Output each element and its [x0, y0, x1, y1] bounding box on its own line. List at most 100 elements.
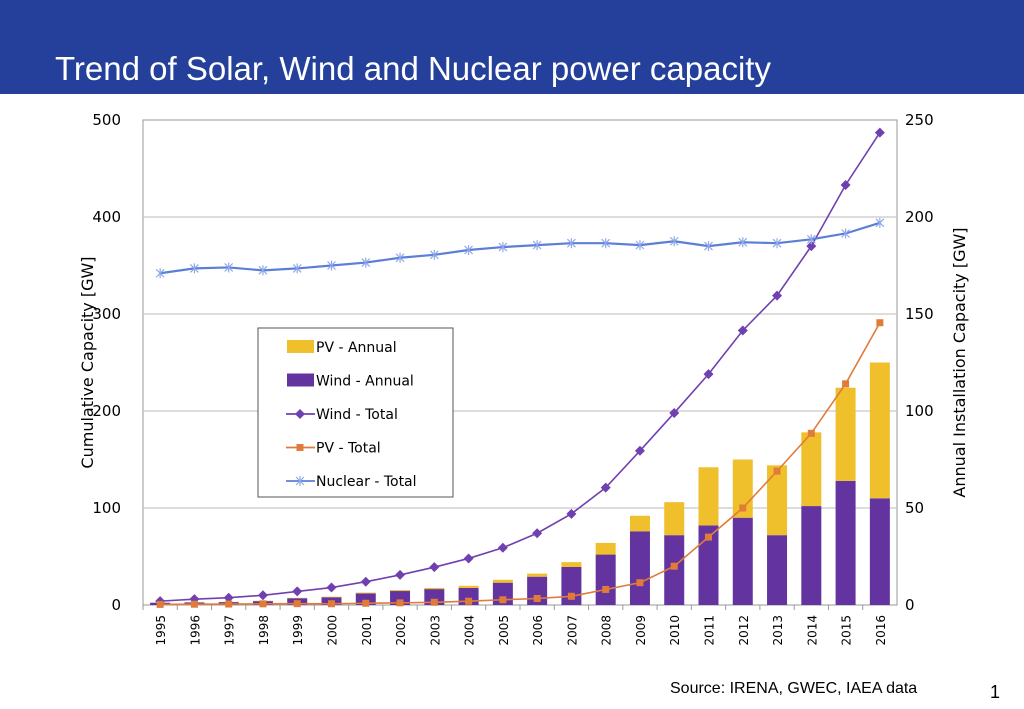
source-note: Source: IRENA, GWEC, IAEA data	[670, 680, 918, 697]
legend-marker-nuclear-total	[295, 476, 305, 486]
y-left-tick-label: 0	[111, 596, 121, 614]
point-pv-total	[499, 596, 507, 604]
y-left-tick-label: 300	[92, 305, 121, 323]
point-wind-total	[429, 562, 440, 573]
point-wind-total	[566, 508, 577, 519]
point-nuclear-total	[429, 249, 439, 260]
bar-wind-annual	[629, 531, 650, 605]
bar-pv-annual	[390, 590, 411, 592]
point-wind-total	[497, 542, 508, 553]
point-pv-total	[533, 595, 541, 603]
point-nuclear-total	[155, 268, 165, 279]
point-pv-total	[705, 533, 712, 541]
bar-pv-annual	[424, 587, 445, 590]
point-pv-total	[567, 592, 575, 600]
bar-pv-annual	[527, 573, 548, 577]
point-pv-total	[293, 600, 301, 608]
x-tick-label: 2005	[497, 615, 511, 646]
y-right-axis-label: Annual Installation Capacity [GW]	[950, 227, 969, 497]
point-pv-total	[259, 600, 267, 608]
y-right-tick-label: 250	[905, 111, 934, 129]
point-wind-total	[806, 241, 817, 252]
line-pv-total	[160, 322, 881, 606]
point-nuclear-total	[258, 265, 268, 276]
point-pv-total	[773, 467, 781, 475]
point-wind-total	[395, 569, 406, 580]
point-nuclear-total	[601, 238, 611, 249]
slide-title: Trend of Solar, Wind and Nuclear power c…	[55, 50, 771, 87]
legend-label-wind-annual: Wind - Annual	[316, 374, 414, 390]
point-wind-total	[669, 407, 680, 418]
x-tick-label: 2004	[463, 615, 477, 646]
bar-pv-annual	[458, 585, 479, 588]
point-nuclear-total	[189, 263, 199, 274]
x-tick-label: 1997	[223, 615, 237, 646]
x-tick-label: 2016	[874, 615, 888, 646]
line-wind-total	[160, 132, 881, 602]
y-left-axis-label: Cumulative Capacity [GW]	[78, 256, 97, 468]
point-wind-total	[772, 290, 783, 301]
bar-pv-annual	[492, 579, 513, 583]
point-nuclear-total	[841, 228, 851, 239]
bar-pv-annual	[835, 387, 856, 481]
point-wind-total	[840, 179, 851, 190]
point-nuclear-total	[327, 260, 336, 271]
point-pv-total	[602, 585, 610, 593]
x-tick-label: 2009	[634, 615, 648, 646]
y-right-tick-label: 50	[905, 499, 924, 517]
point-pv-total	[362, 599, 370, 607]
bar-wind-annual	[869, 498, 890, 605]
x-tick-label: 2014	[805, 615, 819, 646]
y-right-tick-label: 150	[905, 305, 934, 323]
bar-wind-annual	[835, 480, 856, 605]
y-left-tick-label: 400	[92, 208, 121, 226]
bar-pv-annual	[321, 596, 342, 598]
bar-pv-annual	[767, 465, 788, 536]
point-wind-total	[257, 590, 268, 601]
x-tick-label: 2006	[531, 615, 545, 646]
point-pv-total	[876, 319, 884, 327]
x-tick-label: 2003	[428, 615, 442, 646]
y-right-tick-label: 100	[905, 402, 934, 420]
x-tick-label: 2010	[668, 615, 682, 646]
point-wind-total	[326, 582, 337, 593]
legend-label-pv-annual: PV - Annual	[316, 340, 397, 356]
point-nuclear-total	[772, 238, 782, 249]
legend-label-nuclear-total: Nuclear - Total	[316, 474, 417, 490]
bar-wind-annual	[355, 593, 376, 605]
point-nuclear-total	[498, 242, 508, 253]
point-wind-total	[600, 482, 611, 493]
bar-wind-annual	[801, 506, 822, 605]
point-nuclear-total	[464, 244, 474, 255]
x-tick-label: 2001	[360, 615, 374, 646]
bar-wind-annual	[732, 517, 753, 605]
bar-pv-annual	[698, 467, 719, 526]
point-pv-total	[156, 600, 164, 608]
bar-wind-annual	[698, 525, 719, 605]
point-nuclear-total	[361, 257, 371, 268]
bar-wind-annual	[767, 535, 788, 605]
x-tick-label: 1995	[154, 615, 168, 646]
x-tick-label: 2011	[703, 615, 717, 646]
bar-wind-annual	[664, 535, 685, 605]
point-nuclear-total	[738, 237, 748, 248]
point-pv-total	[842, 380, 850, 388]
line-nuclear-total	[159, 221, 881, 275]
point-pv-total	[430, 598, 438, 606]
page-number: 1	[990, 682, 1001, 702]
bar-wind-annual	[595, 554, 616, 605]
x-tick-label: 2012	[737, 615, 751, 646]
x-tick-label: 1999	[291, 615, 305, 646]
header-band	[0, 0, 1024, 94]
point-nuclear-total	[635, 240, 645, 251]
y-left-tick-label: 200	[92, 402, 121, 420]
point-wind-total	[874, 127, 885, 138]
x-tick-label: 2015	[840, 615, 854, 646]
x-tick-label: 1998	[257, 615, 271, 646]
x-tick-label: 2000	[326, 615, 340, 646]
bar-pv-annual	[629, 515, 650, 532]
y-right-tick-label: 0	[905, 596, 915, 614]
point-nuclear-total	[292, 263, 302, 274]
legend	[257, 327, 454, 498]
